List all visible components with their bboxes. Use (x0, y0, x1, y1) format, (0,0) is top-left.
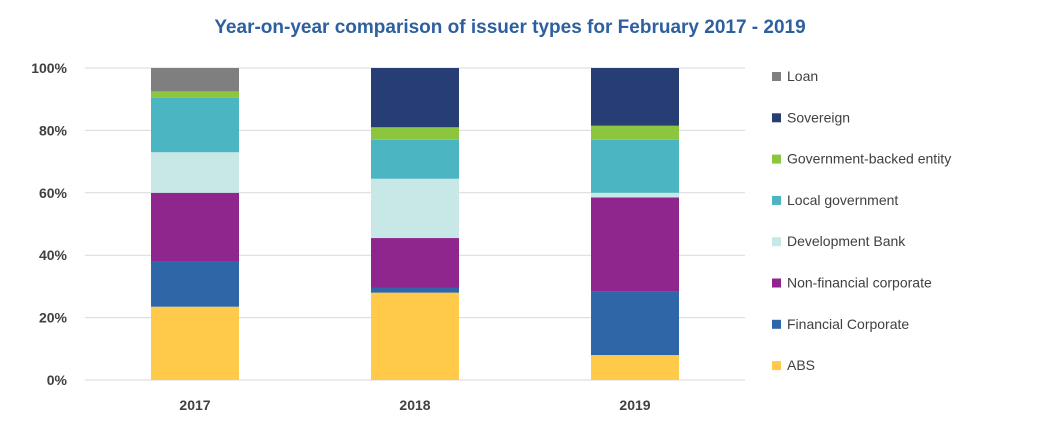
bar-segment-government-backed-entity-2019 (591, 125, 679, 140)
legend-swatch-local-government (772, 195, 781, 205)
bar-segment-government-backed-entity-2017 (151, 91, 239, 98)
bar-segment-abs-2017 (151, 306, 239, 380)
bars (151, 68, 679, 380)
legend-label-local-government: Local government (787, 192, 898, 208)
y-tick-label: 60% (39, 185, 68, 201)
bar-segment-abs-2019 (591, 355, 679, 380)
y-axis-ticks: 0% 20% 40% 60% 80% 100% (31, 60, 67, 388)
legend-label-abs: ABS (787, 357, 815, 373)
legend-label-non-financial-corporate: Non-financial corporate (787, 275, 932, 291)
legend-label-financial-corporate: Financial Corporate (787, 316, 909, 332)
bar-segment-development-bank-2017 (151, 152, 239, 193)
legend-swatch-sovereign (772, 113, 781, 123)
y-tick-label: 80% (39, 122, 68, 138)
legend-label-sovereign: Sovereign (787, 109, 850, 125)
legend-swatch-financial-corporate (772, 319, 781, 329)
bar-segment-local-government-2017 (151, 97, 239, 153)
chart-title: Year-on-year comparison of issuer types … (214, 17, 805, 38)
bar-segment-financial-corporate-2019 (591, 291, 679, 356)
bar-segment-local-government-2019 (591, 139, 679, 193)
bar-segment-sovereign-2019 (591, 68, 679, 126)
bar-segment-non-financial-corporate-2018 (371, 238, 459, 288)
bar-segment-local-government-2018 (371, 139, 459, 179)
y-tick-label: 40% (39, 247, 68, 263)
legend-label-loan: Loan (787, 68, 818, 84)
x-tick-label: 2017 (179, 397, 210, 413)
bar-segment-loan-2017 (151, 68, 239, 92)
y-tick-label: 20% (39, 310, 68, 326)
legend-swatch-government-backed-entity (772, 154, 781, 164)
bar-segment-financial-corporate-2018 (371, 287, 459, 293)
x-axis-ticks: 2017 2018 2019 (179, 397, 650, 413)
legend-swatch-loan (772, 72, 781, 81)
legend: Loan Sovereign Government-backed entity Loc… (772, 68, 951, 373)
legend-swatch-development-bank (772, 237, 781, 247)
legend-swatch-abs (772, 361, 781, 371)
bar-segment-financial-corporate-2017 (151, 261, 239, 307)
bar-segment-development-bank-2018 (371, 178, 459, 239)
bar-segment-government-backed-entity-2018 (371, 127, 459, 140)
bar-segment-development-bank-2019 (591, 192, 679, 198)
legend-label-development-bank: Development Bank (787, 233, 906, 249)
y-tick-label: 0% (47, 372, 68, 388)
bar-segment-non-financial-corporate-2017 (151, 192, 239, 262)
x-tick-label: 2019 (619, 397, 650, 413)
bar-segment-abs-2018 (371, 292, 459, 380)
legend-label-government-backed-entity: Government-backed entity (787, 151, 951, 167)
bar-segment-non-financial-corporate-2019 (591, 197, 679, 292)
legend-swatch-non-financial-corporate (772, 278, 781, 288)
x-tick-label: 2018 (399, 397, 430, 413)
bar-segment-sovereign-2018 (371, 68, 459, 128)
y-tick-label: 100% (31, 60, 67, 76)
